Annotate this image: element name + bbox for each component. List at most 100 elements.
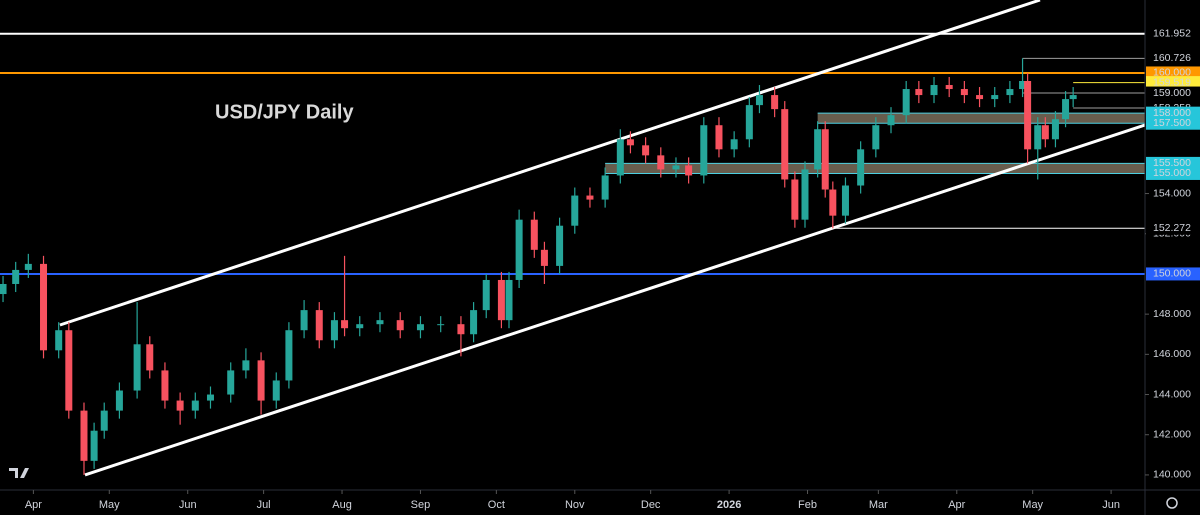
candle-body: [616, 139, 624, 176]
candle-body: [272, 380, 280, 401]
level-label: 158.000: [1153, 107, 1191, 119]
level-label-bg: [1146, 27, 1200, 41]
x-tick-label: Aug: [332, 499, 352, 511]
x-tick-label: Jul: [257, 499, 271, 511]
candle-body: [857, 149, 865, 186]
candle-body: [1041, 125, 1049, 140]
candle-body: [672, 165, 680, 170]
candle-body: [515, 219, 523, 280]
candle-body: [65, 330, 73, 411]
x-tick-label: Dec: [641, 499, 661, 511]
candle-body: [821, 129, 829, 190]
chart-title: USD/JPY Daily: [215, 101, 354, 123]
level-label-bg: [1146, 156, 1200, 170]
candle-body: [960, 89, 968, 96]
candle-body: [1006, 89, 1014, 96]
candle-body: [416, 324, 424, 331]
candle-body: [814, 129, 822, 170]
candle-body: [601, 175, 609, 200]
candle-body: [437, 324, 445, 326]
x-tick-label: May: [99, 499, 120, 511]
x-tick-label: Apr: [25, 499, 42, 511]
candle-body: [685, 165, 693, 176]
candle-body: [257, 360, 265, 401]
x-tick-label: Jun: [1102, 499, 1120, 511]
candle-body: [315, 310, 323, 341]
candle-body: [887, 115, 895, 126]
level-label: 160.726: [1153, 52, 1191, 64]
x-tick-label: Oct: [488, 499, 505, 511]
candle-body: [133, 344, 141, 391]
candle-body: [745, 105, 753, 140]
level-label-bg: [1146, 51, 1200, 65]
level-label: 157.500: [1153, 117, 1191, 129]
candle-body: [0, 283, 7, 295]
candle-body: [376, 320, 384, 325]
candle-body: [161, 370, 169, 401]
candle-body: [191, 400, 199, 411]
y-tick-label: 154.000: [1153, 187, 1191, 199]
x-tick-label: Sep: [411, 499, 431, 511]
candle-body: [1034, 125, 1042, 150]
candle-body: [356, 324, 364, 329]
y-tick-label: 142.000: [1153, 429, 1191, 441]
y-tick-label: 148.000: [1153, 308, 1191, 320]
settings-button[interactable]: [1166, 497, 1178, 509]
candle-body: [902, 89, 910, 116]
x-tick-label: Apr: [948, 499, 965, 511]
candle-body: [330, 320, 338, 341]
candle-body: [841, 185, 849, 216]
candle-body: [300, 310, 308, 331]
candle-body: [801, 169, 809, 220]
level-label: 150.000: [1153, 268, 1191, 280]
candle-body: [976, 95, 984, 100]
candle-body: [530, 219, 538, 250]
candle-body: [586, 195, 594, 200]
level-label-bg: [1146, 221, 1200, 235]
level-label-bg: [1146, 106, 1200, 120]
candle-body: [626, 139, 634, 146]
logo-mark: [9, 468, 29, 478]
candle-body: [791, 179, 799, 220]
candle-body: [470, 310, 478, 335]
candle-body: [24, 263, 32, 270]
candle-body: [1062, 99, 1070, 120]
level-label-bg: [1146, 86, 1200, 100]
candle-body: [991, 95, 999, 100]
x-tick-label: 2026: [717, 499, 741, 511]
candle-body: [80, 410, 88, 461]
level-label-bg: [1146, 166, 1200, 180]
candle-body: [1051, 119, 1059, 140]
level-label: 160.000: [1153, 67, 1191, 79]
level-label-bg: [1146, 267, 1200, 281]
level-label: 159.000: [1153, 87, 1191, 99]
candle-body: [341, 320, 349, 329]
candle-body: [1024, 80, 1032, 150]
candle-body: [100, 410, 108, 431]
candle-body: [571, 195, 579, 226]
candle-body: [540, 249, 548, 266]
x-tick-label: Nov: [565, 499, 585, 511]
level-label: 155.500: [1153, 157, 1191, 169]
candle-body: [930, 85, 938, 96]
candle-body: [396, 320, 404, 331]
candle-body: [829, 189, 837, 216]
level-label-bg: [1146, 76, 1200, 90]
level-label: 155.000: [1153, 167, 1191, 179]
logo: [9, 468, 29, 478]
candle-body: [40, 263, 48, 351]
y-tick-label: 144.000: [1153, 388, 1191, 400]
x-tick-label: May: [1022, 499, 1043, 511]
candle-body: [146, 344, 154, 371]
candle-body: [242, 360, 250, 371]
x-tick-label: Jun: [179, 499, 197, 511]
candle-body: [206, 394, 214, 401]
candle-body: [872, 125, 880, 150]
candle-body: [945, 85, 953, 90]
candle-body: [730, 139, 738, 150]
settings-icon[interactable]: [1166, 497, 1178, 509]
candle-body: [915, 89, 923, 96]
